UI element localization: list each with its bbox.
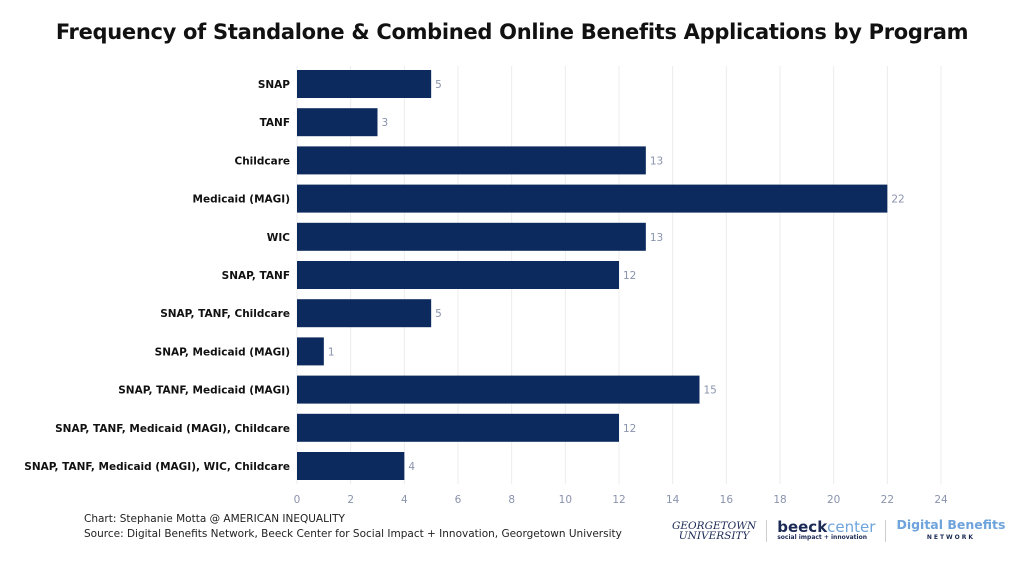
chart-title: Frequency of Standalone & Combined Onlin… <box>55 20 969 44</box>
data-label: 13 <box>650 155 663 167</box>
category-label: SNAP, TANF, Childcare <box>160 308 290 320</box>
beeck-center-logo: beeckcenter social impact + innovation <box>777 518 876 542</box>
bar <box>297 413 619 442</box>
x-tick-label: 18 <box>773 494 786 506</box>
data-label: 22 <box>891 194 904 206</box>
data-label: 12 <box>623 423 636 435</box>
category-label: Childcare <box>234 155 290 167</box>
category-label: WIC <box>267 232 290 244</box>
bar <box>297 70 432 98</box>
data-label: 5 <box>435 308 442 320</box>
source-credit: Source: Digital Benefits Network, Beeck … <box>84 528 622 540</box>
data-label: 4 <box>408 461 415 473</box>
data-label: 15 <box>704 385 717 397</box>
data-label: 12 <box>623 270 636 282</box>
x-tick-label: 4 <box>401 494 408 506</box>
category-label: SNAP, TANF <box>222 270 290 282</box>
category-label: SNAP, TANF, Medicaid (MAGI) <box>118 385 290 397</box>
bar <box>297 299 432 328</box>
bar <box>297 337 324 366</box>
category-label: SNAP, Medicaid (MAGI) <box>155 346 290 358</box>
bar <box>297 146 646 175</box>
category-label: SNAP, TANF, Medicaid (MAGI), WIC, Childc… <box>24 461 290 473</box>
x-tick-label: 22 <box>881 494 894 506</box>
x-tick-label: 20 <box>827 494 840 506</box>
x-tick-label: 8 <box>508 494 515 506</box>
bar <box>297 452 405 480</box>
divider <box>885 520 887 542</box>
data-label: 13 <box>650 232 663 244</box>
data-label: 5 <box>435 79 442 91</box>
category-label: TANF <box>260 117 290 129</box>
digital-benefits-network-logo: Digital Benefits NETWORK <box>896 517 1006 541</box>
x-tick-label: 16 <box>720 494 734 506</box>
bar <box>297 375 700 404</box>
x-tick-label: 6 <box>455 494 462 506</box>
x-tick-label: 2 <box>347 494 354 506</box>
x-tick-label: 0 <box>294 494 301 506</box>
x-tick-label: 24 <box>934 494 948 506</box>
x-tick-label: 10 <box>559 494 572 506</box>
divider <box>766 520 768 542</box>
logos: GEORGETOWN UNIVERSITY beeckcenter social i… <box>672 518 1005 544</box>
data-label: 3 <box>382 117 389 129</box>
georgetown-logo: GEORGETOWN UNIVERSITY <box>672 520 757 542</box>
x-tick-label: 12 <box>612 494 625 506</box>
category-label: Medicaid (MAGI) <box>193 194 290 206</box>
bar <box>297 108 378 137</box>
bar <box>297 222 646 251</box>
x-tick-label: 14 <box>666 494 680 506</box>
chart-credit: Chart: Stephanie Motta @ AMERICAN INEQUA… <box>84 513 345 525</box>
data-label: 1 <box>328 346 335 358</box>
bar <box>297 261 619 289</box>
category-label: SNAP <box>258 79 290 91</box>
bar <box>297 184 888 213</box>
category-label: SNAP, TANF, Medicaid (MAGI), Childcare <box>55 423 290 435</box>
